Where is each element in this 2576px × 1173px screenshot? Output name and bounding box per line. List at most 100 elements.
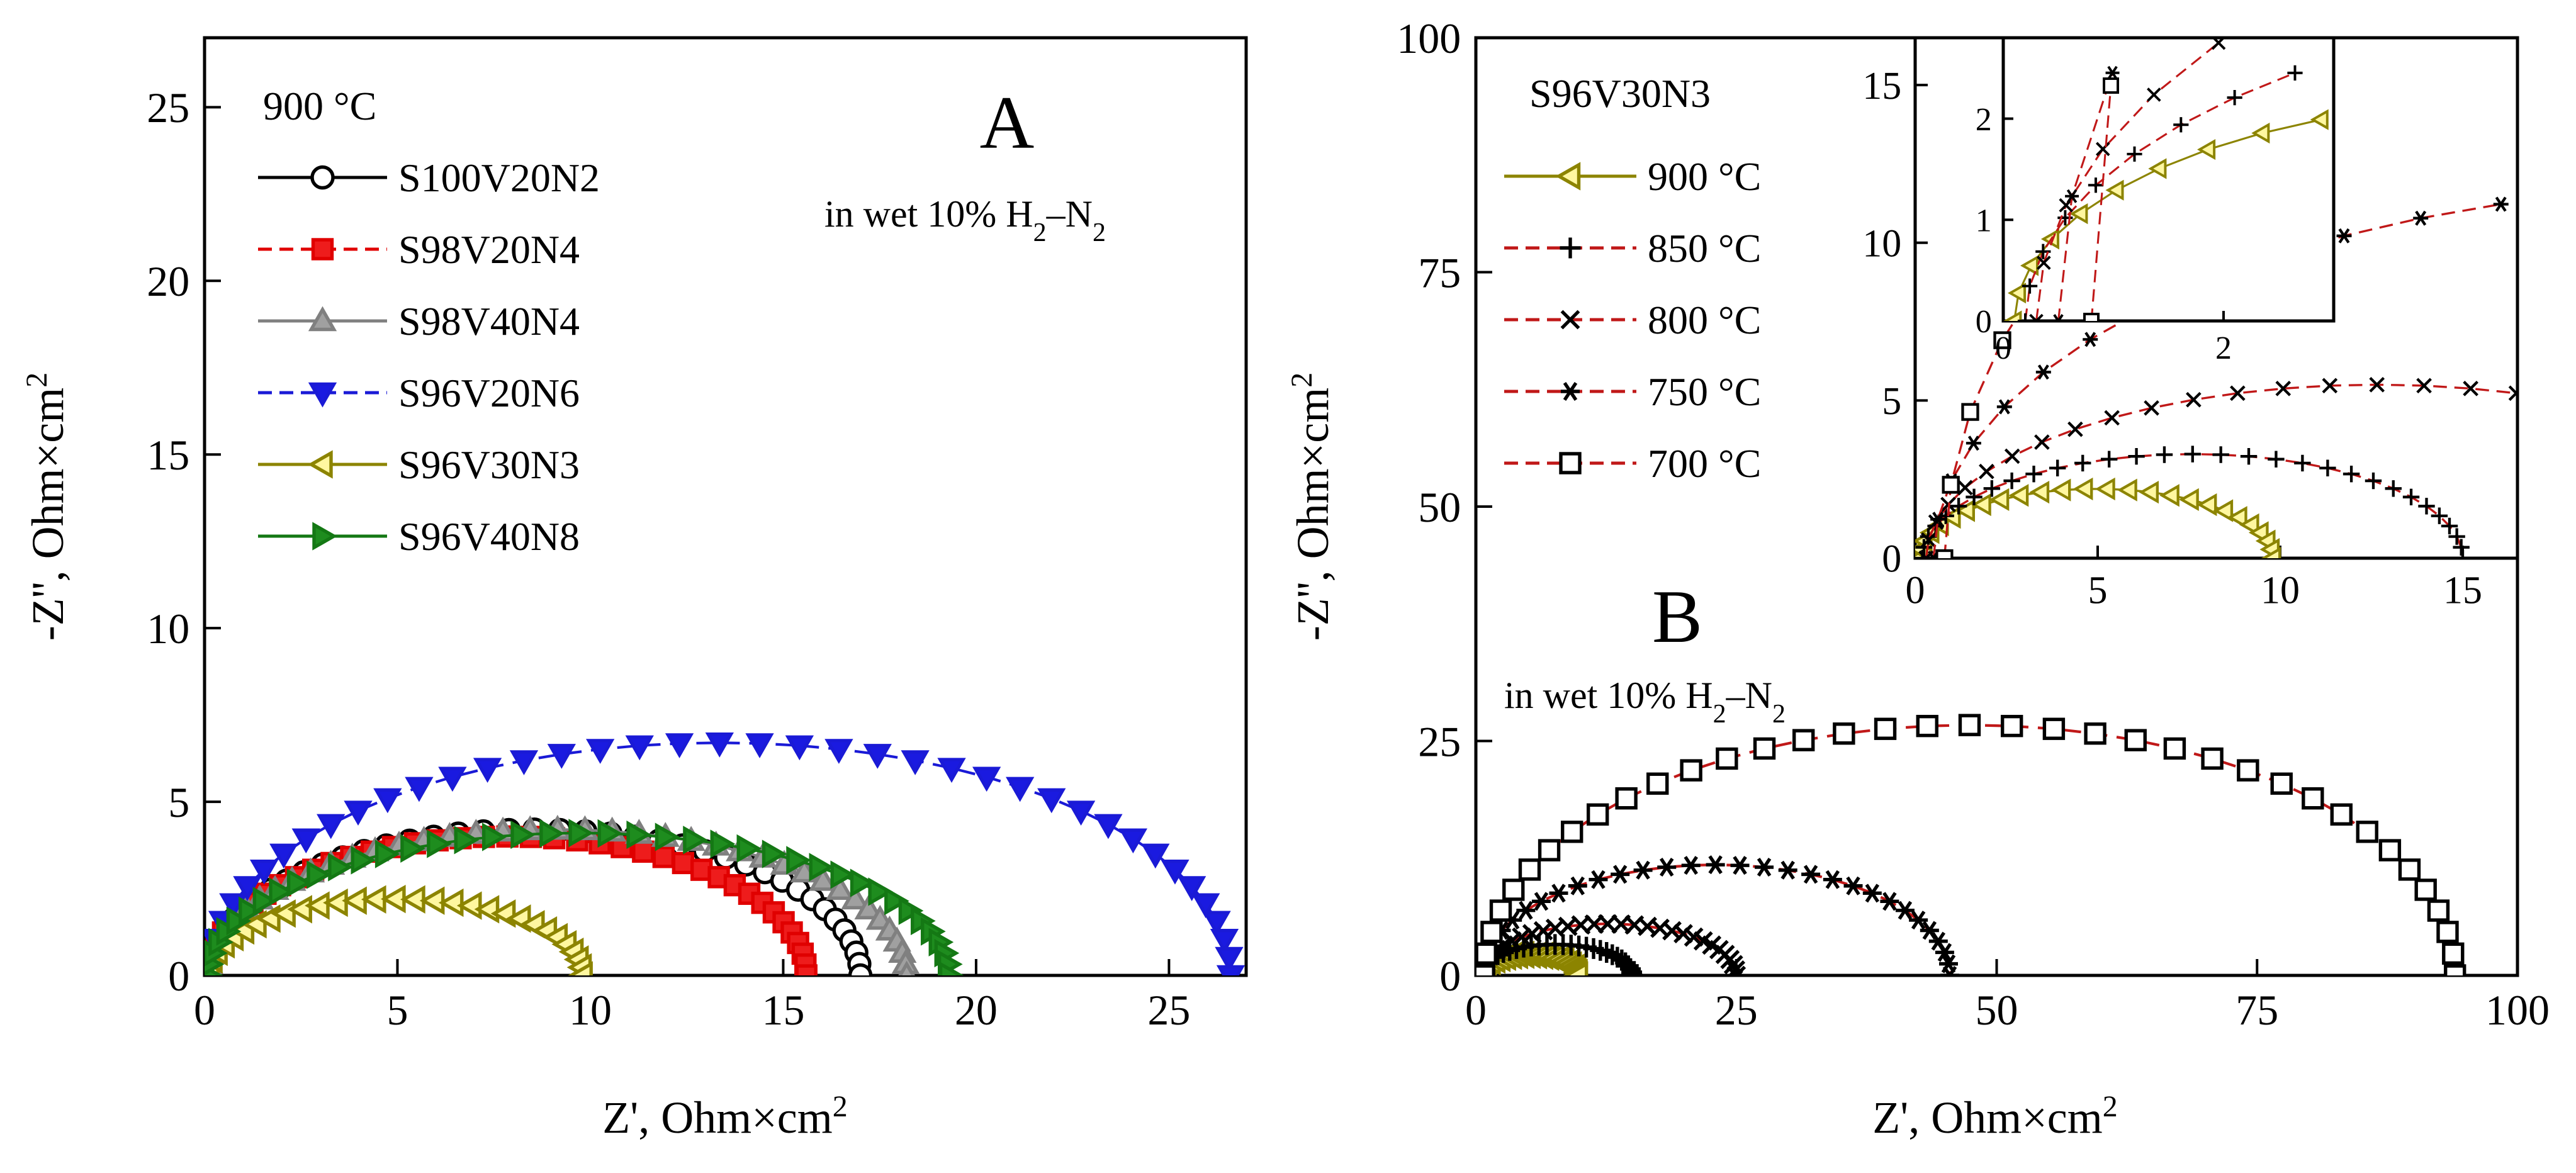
panel-a-data-point (830, 860, 856, 889)
panel-a-data-point (226, 906, 252, 936)
panel-a-data-point (841, 884, 870, 910)
panel-b-data-point (1792, 729, 1815, 751)
inset-2-data-point (2088, 177, 2104, 193)
inset-1-y-tick-label: 15 (1862, 65, 1901, 108)
panel-a-legend-label: S98V20N4 (398, 227, 580, 272)
panel-a-data-point (1216, 965, 1246, 975)
panel-a-condition: in wet 10% H2–N2 (824, 193, 1106, 247)
inset-1-data-point (2008, 484, 2029, 507)
panel-a-legend-item: S96V30N3 (258, 442, 580, 487)
panel-b-legend-item: 800 °C (1504, 298, 1761, 342)
panel-a-data-point (454, 826, 480, 855)
panel-b-data-point (1716, 747, 1738, 770)
inset-1-data-point (2319, 459, 2336, 476)
panel-a-y-tick-label: 25 (147, 84, 189, 132)
inset-1-data-point (2004, 448, 2020, 464)
panel-b-data-point (2436, 921, 2459, 943)
inset-2-data-point (2211, 38, 2226, 50)
panel-a-data-point (568, 961, 593, 975)
panel-a-data-point (655, 822, 680, 851)
panel-b-data-point (1646, 772, 1669, 795)
panel-b-data-point (2330, 803, 2353, 826)
panel-a-y-tick-label: 0 (168, 952, 189, 1000)
panel-a-data-point (271, 899, 296, 928)
panel-b-data-point (1801, 865, 1821, 884)
panel-a-data-point (317, 814, 346, 839)
panel-a-legend-item: S96V20N6 (258, 371, 580, 415)
panel-a-data-point (762, 839, 787, 868)
panel-b-data-point (1958, 714, 1981, 736)
inset-1-data-point (2239, 513, 2259, 537)
panel-b-data-point (2302, 787, 2324, 810)
panel-b-data-point (1611, 865, 1630, 884)
inset-1-data-point (2212, 446, 2229, 463)
inset-2-y-tick-label: 2 (1976, 102, 1992, 138)
inset-2-data-point (2148, 158, 2167, 179)
panel-b-data-point (1516, 901, 1536, 920)
inset-2-series-line (2035, 42, 2220, 321)
inset-1-data-point (1993, 331, 2011, 349)
panel-b-data-point (2163, 737, 2186, 760)
inset-1-data-point (2100, 451, 2118, 468)
inset-1-data-point (2402, 488, 2420, 505)
panel-b-x-axis-label: Z', Ohm×cm2 (1872, 1090, 2118, 1143)
panel-b-data-point (2443, 964, 2466, 975)
panel-a-data-point (1161, 859, 1190, 885)
inset-1-data-point (2294, 454, 2311, 472)
panel-a-legend-label: S96V20N6 (398, 371, 580, 415)
inset-2-data-point (2051, 314, 2066, 321)
inset-1-data-point (1971, 493, 1991, 517)
panel-b-legend-marker (1559, 452, 1582, 474)
panel-b-data-point (1489, 899, 1512, 922)
inset-2-data-point (2017, 313, 2033, 321)
panel-a-data-point (848, 963, 873, 975)
panel-b-data-point (1843, 876, 1863, 895)
panel-a-data-point (1037, 788, 1066, 814)
inset-1-data-point (2508, 385, 2517, 401)
panel-b-data-point (2042, 717, 2066, 740)
inset-1-data-point (2095, 477, 2115, 501)
panel-a-x-tick-label: 5 (386, 986, 408, 1034)
panel-a-data-point (652, 846, 675, 868)
inset-1-data-point (2454, 549, 2472, 558)
inset-2-series-1 (2017, 65, 2303, 321)
panel-b-data-point (2414, 878, 2437, 901)
panel-b-data-point (2378, 839, 2402, 862)
panel-a-legend-item: S100V20N2 (258, 155, 600, 200)
panel-b-data-point (2201, 747, 2224, 770)
panel-b-data-point (1673, 924, 1693, 944)
inset-1-data-point (2003, 472, 2020, 490)
panel-a-data-point (665, 733, 694, 758)
inset-1-data-point (1966, 488, 1983, 505)
inset-1-x-tick-label: 0 (1906, 569, 1925, 612)
panel-a-data-point (809, 853, 835, 882)
inset-1-data-point (2369, 377, 2385, 393)
panel-a-data-point (239, 896, 264, 925)
panel-b-legend-label: 750 °C (1648, 369, 1761, 414)
panel-b-data-point (1706, 855, 1725, 875)
inset-1-data-point (2365, 472, 2382, 490)
panel-a-legend-item: S98V40N4 (258, 299, 580, 344)
inset-1-data-point (2029, 481, 2050, 504)
inset-1-data-point (2083, 332, 2098, 347)
inset-1-data-point (2227, 506, 2247, 529)
inset-1-data-point (1935, 549, 1954, 558)
panel-b-data-point (2000, 714, 2023, 738)
inset-2-data-point (2069, 203, 2088, 225)
panel-b-data-point (1568, 876, 1587, 895)
panel-b-legend-item: 850 °C (1504, 226, 1761, 271)
inset-2-data-point (2035, 244, 2051, 259)
inset-1-data-point (2104, 410, 2120, 426)
panel-b-x-tick-label: 25 (1715, 986, 1758, 1034)
inset-1-data-point (2268, 451, 2285, 468)
inset-2-data-point (2251, 122, 2270, 144)
panel-a-data-point (1006, 777, 1035, 802)
inset-2-x-tick-label: 2 (2215, 330, 2232, 366)
inset-1-data-point (2240, 448, 2258, 465)
panel-b-data-point (1538, 839, 1561, 862)
panel-a-data-point (252, 887, 278, 916)
inset-2-data-point (2029, 313, 2044, 321)
panel-b-data-point (1662, 921, 1682, 941)
inset-1-data-point (2025, 465, 2042, 483)
panel-a-data-point (745, 733, 774, 758)
